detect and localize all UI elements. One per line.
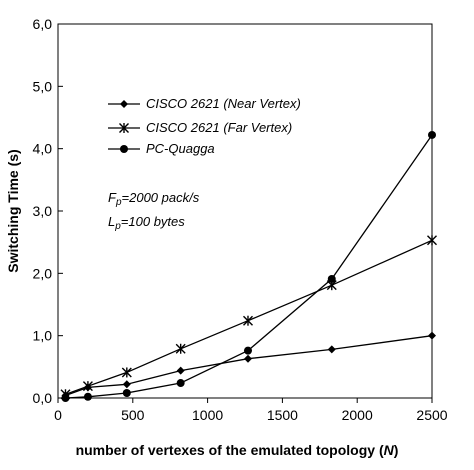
legend: CISCO 2621 (Near Vertex) CISCO 2621 (Far…	[108, 96, 301, 156]
data-point-far-vertex	[82, 381, 93, 392]
series-line-near-vertex	[65, 335, 433, 397]
x-axis-title: number of vertexes of the emulated topol…	[76, 442, 399, 458]
y-tick-label: 0,0	[33, 390, 53, 406]
annotation-packet-rate-text: =2000 pack/s	[122, 190, 200, 205]
legend-entry-pc-quagga: PC-Quagga	[108, 141, 215, 156]
svg-text:Fp=2000 pack/s: Fp=2000 pack/s	[108, 190, 200, 208]
y-axis: 0,0 1,0 2,0 3,0 4,0 5,0 6,0	[33, 16, 63, 406]
x-axis-title-text: number of vertexes of the emulated topol…	[76, 442, 376, 458]
annotation-packet-rate: Fp=2000 pack/s	[108, 190, 200, 208]
x-tick-label: 0	[54, 407, 62, 423]
annotation-packet-rate-var: F	[108, 190, 117, 205]
legend-label-pc-quagga: PC-Quagga	[146, 141, 215, 156]
y-tick-label: 4,0	[33, 141, 53, 157]
data-point-pc-quagga	[83, 392, 92, 401]
x-tick-label: 1500	[267, 407, 298, 423]
plot-frame	[57, 23, 433, 399]
y-tick-label: 1,0	[33, 328, 53, 344]
x-axis: 0 500 1000 1500 2000 2500	[54, 398, 448, 423]
annotation-packet-length-sub: p	[114, 221, 121, 232]
annotation-packet-length: Lp=100 bytes	[108, 214, 185, 232]
data-point-pc-quagga	[61, 394, 70, 402]
diamond-marker-icon	[120, 100, 128, 108]
data-point-pc-quagga	[243, 346, 252, 355]
data-point-far-vertex	[175, 343, 186, 354]
series-layer	[60, 130, 437, 402]
x-tick-label: 500	[121, 407, 145, 423]
data-point-far-vertex	[242, 315, 253, 326]
star-marker-icon	[119, 123, 129, 133]
data-point-pc-quagga	[327, 274, 336, 283]
data-point-pc-quagga	[122, 389, 131, 398]
y-tick-label: 2,0	[33, 265, 53, 281]
annotation-packet-length-var: L	[108, 214, 115, 229]
circle-marker-icon	[120, 145, 128, 153]
data-point-near-vertex	[122, 380, 131, 389]
data-point-far-vertex	[427, 235, 437, 246]
data-point-pc-quagga	[176, 379, 185, 388]
svg-text:Lp=100 bytes: Lp=100 bytes	[108, 214, 185, 232]
legend-label-far-vertex: CISCO 2621 (Far Vertex)	[146, 120, 292, 135]
annotation-packet-rate-sub: p	[115, 197, 122, 208]
y-tick-label: 6,0	[33, 16, 53, 32]
x-axis-title-paren-open: (	[375, 442, 384, 458]
x-axis-title-paren-close: )	[394, 442, 399, 458]
data-point-near-vertex	[327, 345, 336, 354]
data-point-near-vertex	[176, 366, 185, 375]
y-tick-label: 3,0	[33, 203, 53, 219]
data-point-pc-quagga	[428, 130, 436, 139]
x-tick-label: 2500	[416, 407, 447, 423]
x-tick-label: 1000	[192, 407, 223, 423]
legend-entry-far-vertex: CISCO 2621 (Far Vertex)	[108, 120, 292, 135]
data-point-near-vertex	[428, 331, 436, 340]
x-tick-label: 2000	[342, 407, 373, 423]
y-axis-title: Switching Time (s)	[5, 149, 21, 272]
x-axis-title-var: N	[384, 442, 395, 458]
y-tick-label: 5,0	[33, 78, 53, 94]
series-line-far-vertex	[65, 239, 433, 395]
legend-entry-near-vertex: CISCO 2621 (Near Vertex)	[108, 96, 301, 111]
legend-label-near-vertex: CISCO 2621 (Near Vertex)	[146, 96, 301, 111]
data-point-near-vertex	[243, 354, 252, 363]
data-point-far-vertex	[121, 367, 132, 378]
annotation-packet-length-text: =100 bytes	[121, 214, 185, 229]
